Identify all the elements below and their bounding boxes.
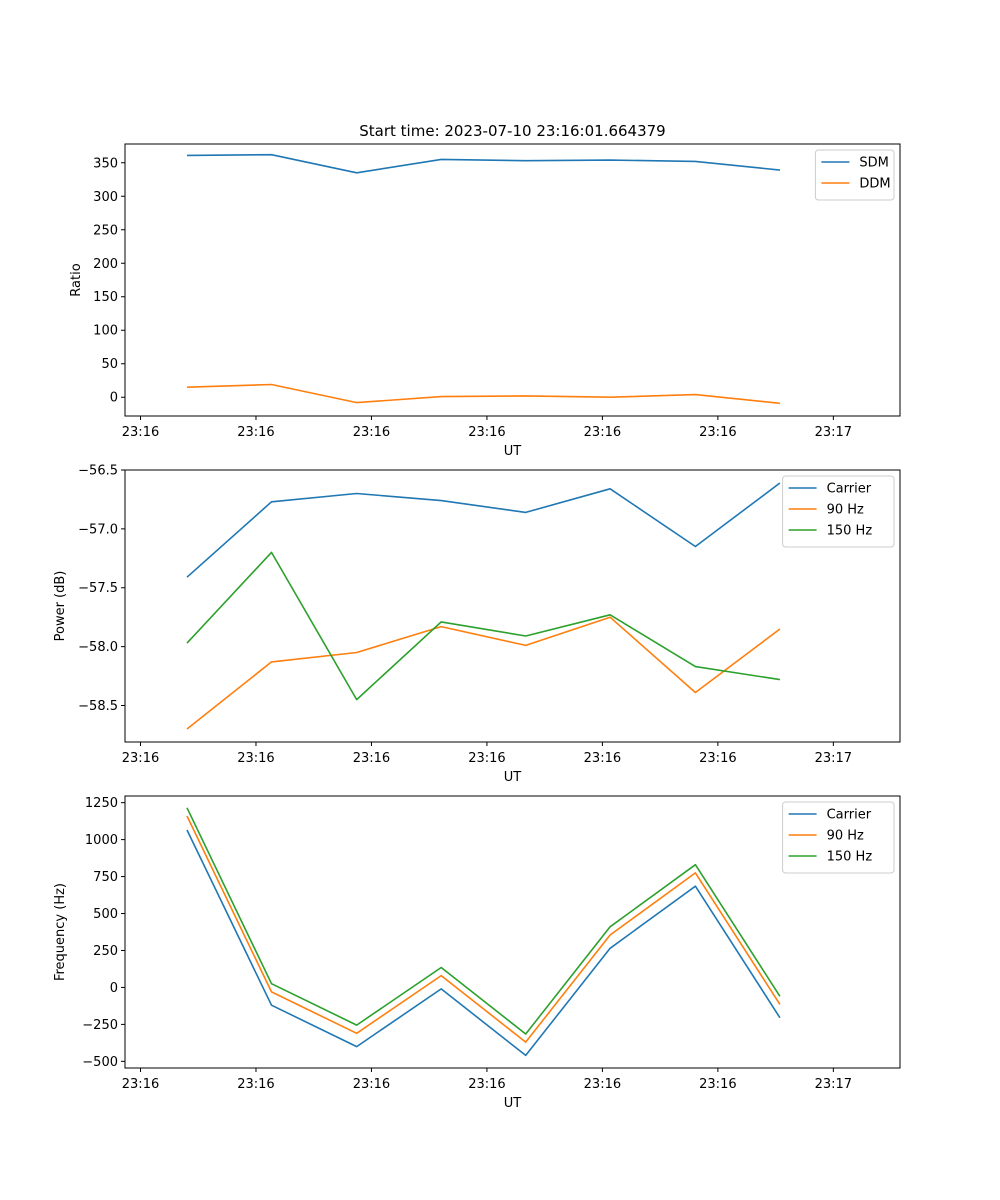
- series-line-carrier: [186, 482, 781, 578]
- legend-label: 90 Hz: [827, 503, 864, 518]
- legend-label: DDM: [859, 177, 890, 192]
- axes-frame: [124, 143, 901, 417]
- legend-label: Carrier: [827, 482, 872, 497]
- chart-panel-3: −500 −250 0 250 500 750 1000 1250 23:16 23:16 23:1…: [53, 795, 901, 1111]
- y-tick-label: 300: [93, 190, 118, 205]
- y-tick-label: 0: [110, 391, 118, 406]
- y-tick-label: 350: [93, 156, 118, 171]
- y-tick-label: 250: [93, 223, 118, 238]
- x-tick-label: 23:17: [815, 751, 852, 766]
- y-tick-label: 200: [93, 257, 118, 272]
- x-tick-label: 23:16: [699, 425, 736, 440]
- y-tick-label: −58.0: [78, 640, 118, 655]
- x-tick-label: 23:16: [584, 751, 621, 766]
- x-tick-label: 23:16: [584, 425, 621, 440]
- y-tick-label: 750: [93, 870, 118, 885]
- y-tick-label: −57.0: [78, 522, 118, 537]
- legend-label: 90 Hz: [827, 829, 864, 844]
- x-tick-label: 23:16: [237, 751, 274, 766]
- x-tick-label: 23:16: [584, 1077, 621, 1092]
- y-tick-label: −57.5: [78, 581, 118, 596]
- y-tick-label: −56.5: [78, 464, 118, 479]
- figure-title: Start time: 2023-07-10 23:16:01.664379: [359, 122, 665, 140]
- x-tick-label: 23:16: [699, 1077, 736, 1092]
- series-line-150-hz: [186, 807, 781, 1035]
- y-axis-label: Frequency (Hz): [53, 883, 68, 981]
- y-tick-label: 150: [93, 290, 118, 305]
- series-line-150-hz: [186, 551, 781, 701]
- x-axis-label: UT: [504, 1096, 522, 1111]
- y-tick-label: −250: [82, 1018, 118, 1033]
- legend-label: Carrier: [827, 808, 872, 823]
- y-tick-label: 250: [93, 944, 118, 959]
- x-tick-label: 23:16: [353, 751, 390, 766]
- x-tick-label: 23:16: [122, 1077, 159, 1092]
- plot-area: [125, 470, 900, 742]
- plot-area: [125, 144, 900, 416]
- series-line-90-hz: [186, 616, 781, 730]
- y-axis-label: Power (dB): [53, 571, 68, 642]
- x-tick-label: 23:16: [468, 1077, 505, 1092]
- x-tick-label: 23:16: [699, 751, 736, 766]
- axes-frame: [124, 795, 901, 1069]
- y-tick-label: 50: [101, 357, 118, 372]
- x-tick-label: 23:16: [468, 751, 505, 766]
- y-axis-label: Ratio: [69, 263, 84, 296]
- chart-panel-2: −58.5 −58.0 −57.5 −57.0 −56.5 23:16 23:16 23:16…: [53, 464, 901, 785]
- legend-label: 150 Hz: [827, 850, 873, 865]
- y-tick-label: 1250: [85, 796, 118, 811]
- charts: 0 50 100 150 200 250 300 350 23:16 23:16 23:16 23:1…: [53, 143, 901, 1111]
- series-line-carrier: [186, 829, 781, 1057]
- series-line-90-hz: [186, 815, 781, 1043]
- legend: SDM DDM: [814, 149, 895, 201]
- series-line-sdm: [186, 153, 780, 174]
- legend-label: SDM: [859, 156, 888, 171]
- x-axis-label: UT: [504, 770, 522, 785]
- y-tick-label: −500: [82, 1055, 118, 1070]
- y-tick-label: 0: [110, 981, 118, 996]
- y-tick-label: 1000: [85, 833, 118, 848]
- y-tick-label: 500: [93, 907, 118, 922]
- x-tick-label: 23:16: [237, 1077, 274, 1092]
- legend-label: 150 Hz: [827, 524, 873, 539]
- x-tick-label: 23:16: [237, 425, 274, 440]
- x-axis-label: UT: [504, 444, 522, 459]
- chart-panel-1: 0 50 100 150 200 250 300 350 23:16 23:16 23:16 23:1…: [69, 143, 901, 459]
- x-tick-label: 23:16: [353, 425, 390, 440]
- x-tick-label: 23:16: [122, 751, 159, 766]
- series-line-ddm: [186, 383, 780, 405]
- legend: Carrier 90 Hz 150 Hz: [782, 801, 895, 874]
- x-tick-label: 23:16: [468, 425, 505, 440]
- x-tick-label: 23:16: [353, 1077, 390, 1092]
- y-tick-label: 100: [93, 324, 118, 339]
- axes-frame: [124, 469, 901, 743]
- x-tick-label: 23:17: [815, 425, 852, 440]
- legend: Carrier 90 Hz 150 Hz: [782, 475, 895, 548]
- y-tick-label: −58.5: [78, 699, 118, 714]
- x-tick-label: 23:17: [815, 1077, 852, 1092]
- x-tick-label: 23:16: [122, 425, 159, 440]
